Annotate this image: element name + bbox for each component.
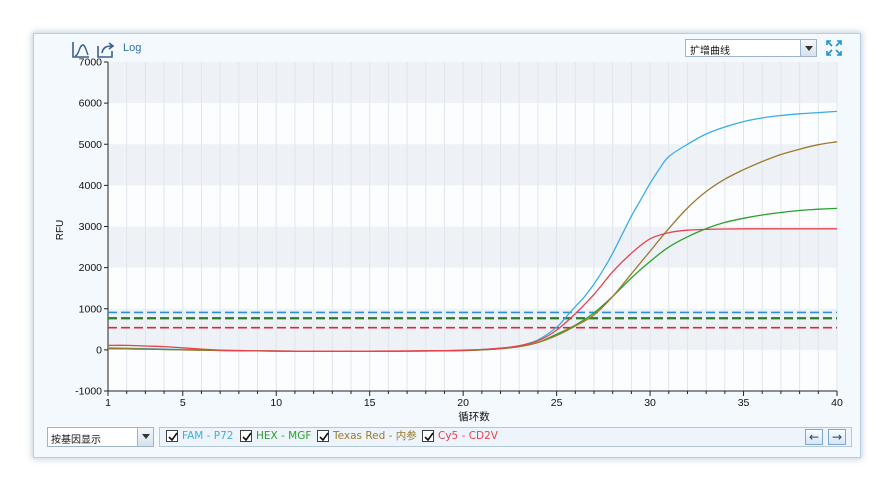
y-axis-label: RFU xyxy=(55,220,66,241)
y-tick-label: -1000 xyxy=(75,386,102,398)
next-button[interactable]: → xyxy=(828,429,846,445)
channel-filter-label: Texas Red - 内参 xyxy=(333,430,417,442)
y-tick-label: 5000 xyxy=(79,139,103,151)
y-tick-label: 2000 xyxy=(79,262,103,274)
grid-band xyxy=(108,308,837,350)
x-tick-label: 15 xyxy=(364,397,376,409)
checkmark-icon xyxy=(242,432,252,442)
x-tick-label: 20 xyxy=(457,397,469,409)
y-tick-label: 1000 xyxy=(79,303,103,315)
checkbox[interactable] xyxy=(240,430,252,442)
curve-type-value: 扩增曲线 xyxy=(690,46,730,57)
checkmark-icon xyxy=(319,432,329,442)
amplification-panel: Log 扩增曲线 -1000 0 1000 2000 3000 4000 5000 6000 7… xyxy=(33,33,861,458)
channel-filter-label: HEX - MGF xyxy=(256,430,312,442)
x-tick-label: 10 xyxy=(270,397,282,409)
x-tick-label: 30 xyxy=(644,397,656,409)
x-tick-label: 40 xyxy=(831,397,843,409)
grid-band xyxy=(108,62,837,104)
grid-band xyxy=(108,144,837,186)
y-tick-label: 3000 xyxy=(79,221,103,233)
chevron-down-icon[interactable] xyxy=(137,428,153,446)
x-tick-label: 35 xyxy=(738,397,750,409)
channel-filter-label: FAM - P72 xyxy=(182,430,234,442)
y-tick-label: 4000 xyxy=(79,180,103,192)
checkmark-icon xyxy=(424,432,434,442)
grid-band xyxy=(108,226,837,268)
checkmark-icon xyxy=(168,432,178,442)
x-axis-label: 循环数 xyxy=(458,410,490,423)
expand-icon[interactable] xyxy=(826,40,842,56)
x-tick-label: 25 xyxy=(551,397,563,409)
y-tick-label: 0 xyxy=(96,344,102,356)
curve-type-select[interactable]: 扩增曲线 xyxy=(685,39,817,57)
series-line-cy5 xyxy=(107,228,837,352)
y-tick-label: 6000 xyxy=(79,98,103,110)
checkbox[interactable] xyxy=(317,430,329,442)
checkbox[interactable] xyxy=(422,430,434,442)
chevron-down-icon[interactable] xyxy=(800,40,816,56)
arrow-left-icon: ← xyxy=(808,430,820,444)
log-button[interactable]: Log xyxy=(123,42,142,54)
checkbox[interactable] xyxy=(166,430,178,442)
prev-button[interactable]: ← xyxy=(805,429,823,445)
y-tick-label: 7000 xyxy=(79,57,103,69)
linear-scale-icon[interactable] xyxy=(71,41,91,59)
export-icon[interactable] xyxy=(96,41,116,59)
x-tick-label: 5 xyxy=(180,397,186,409)
display-mode-value: 按基因显示 xyxy=(51,435,101,446)
x-tick-label: 1 xyxy=(105,397,111,409)
arrow-right-icon: → xyxy=(831,430,843,444)
display-mode-select[interactable]: 按基因显示 xyxy=(47,427,154,447)
channel-filter-label: Cy5 - CD2V xyxy=(438,430,498,442)
channel-filter-bar: FAM - P72 HEX - MGF Texas Red - 内参 Cy5 -… xyxy=(159,427,852,447)
